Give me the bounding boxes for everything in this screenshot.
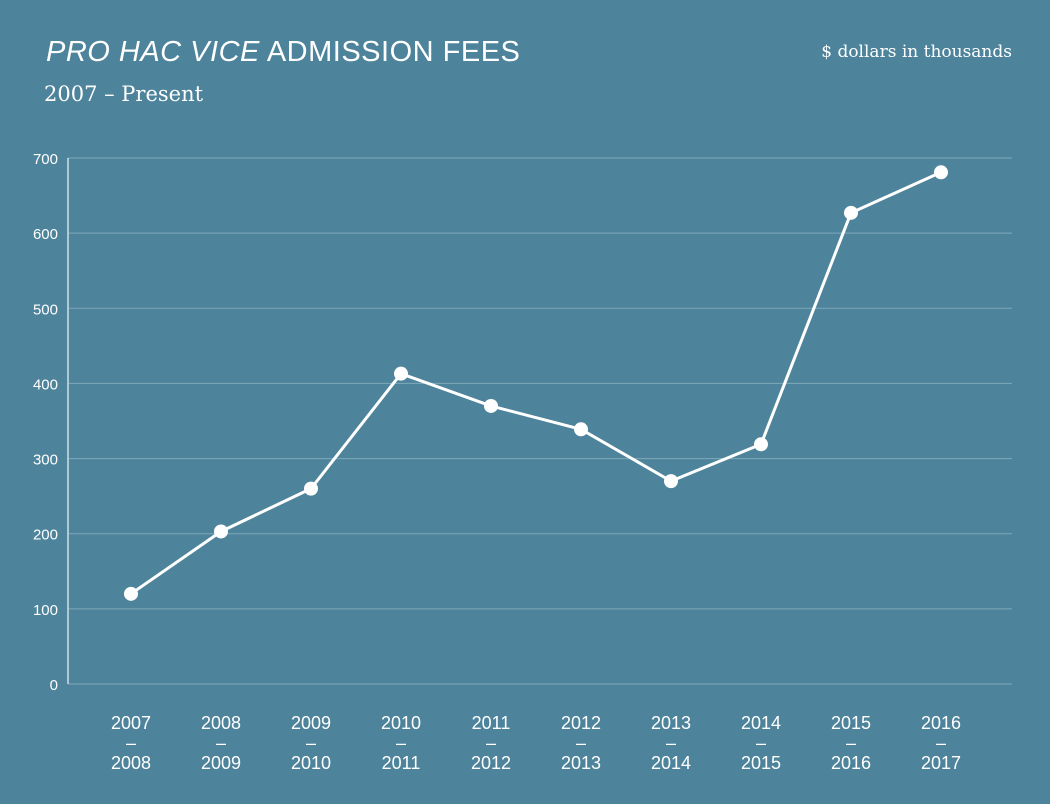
data-point xyxy=(844,205,858,220)
x-tick-label: 2007 xyxy=(111,713,151,733)
x-tick-label: – xyxy=(396,733,406,753)
data-point xyxy=(304,481,318,496)
x-tick-label: – xyxy=(126,733,136,753)
unit-note: $ dollars in thousands xyxy=(821,42,1012,62)
x-tick-label: 2016 xyxy=(921,713,961,733)
data-point xyxy=(934,165,948,180)
x-tick-label: 2011 xyxy=(472,713,511,733)
x-tick-label: – xyxy=(576,733,586,753)
data-point xyxy=(484,398,498,413)
x-tick-label: – xyxy=(666,733,676,753)
chart-title-rest: ADMISSION FEES xyxy=(259,36,521,68)
y-tick-label: 100 xyxy=(33,602,58,619)
y-tick-label: 700 xyxy=(33,151,58,168)
x-tick-label: 2010 xyxy=(381,713,421,733)
data-point xyxy=(214,524,228,539)
y-tick-label: 500 xyxy=(33,301,58,318)
x-tick-label: 2014 xyxy=(651,753,691,773)
data-point xyxy=(574,422,588,437)
chart-title-italic: PRO HAC VICE xyxy=(46,36,260,68)
chart-subtitle: 2007 – Present xyxy=(44,82,204,106)
y-tick-label: 200 xyxy=(33,527,58,544)
y-tick-label: 600 xyxy=(33,226,58,243)
data-point xyxy=(664,474,678,489)
x-tick-label: – xyxy=(846,733,856,753)
x-tick-label: 2008 xyxy=(111,753,151,773)
y-tick-label: 0 xyxy=(50,677,58,694)
x-tick-label: 2013 xyxy=(561,753,601,773)
chart-title: PRO HAC VICE ADMISSION FEES xyxy=(46,36,520,69)
data-point xyxy=(394,366,408,381)
x-tick-label: 2012 xyxy=(471,753,511,773)
x-tick-label: 2009 xyxy=(291,713,331,733)
x-tick-label: – xyxy=(486,733,496,753)
x-tick-label: 2015 xyxy=(741,753,781,773)
x-tick-label: 2009 xyxy=(201,753,241,773)
series-line xyxy=(130,170,942,596)
data-point xyxy=(754,437,768,452)
x-tick-label: – xyxy=(306,733,316,753)
x-tick-label: 2012 xyxy=(561,713,601,733)
y-tick-label: 400 xyxy=(33,376,58,393)
x-tick-label: 2016 xyxy=(831,753,871,773)
y-tick-label: 300 xyxy=(33,452,58,469)
x-tick-label: – xyxy=(216,733,226,753)
x-tick-label: – xyxy=(936,733,946,753)
x-tick-label: 2008 xyxy=(201,713,241,733)
x-tick-label: 2013 xyxy=(651,713,691,733)
x-tick-label: 2015 xyxy=(831,713,871,733)
x-tick-label: 2010 xyxy=(291,753,331,773)
x-tick-label: – xyxy=(756,733,766,753)
x-tick-label: 2017 xyxy=(921,753,961,773)
x-tick-label: 2014 xyxy=(741,713,781,733)
x-tick-label: 2011 xyxy=(382,753,421,773)
data-point xyxy=(124,586,138,601)
